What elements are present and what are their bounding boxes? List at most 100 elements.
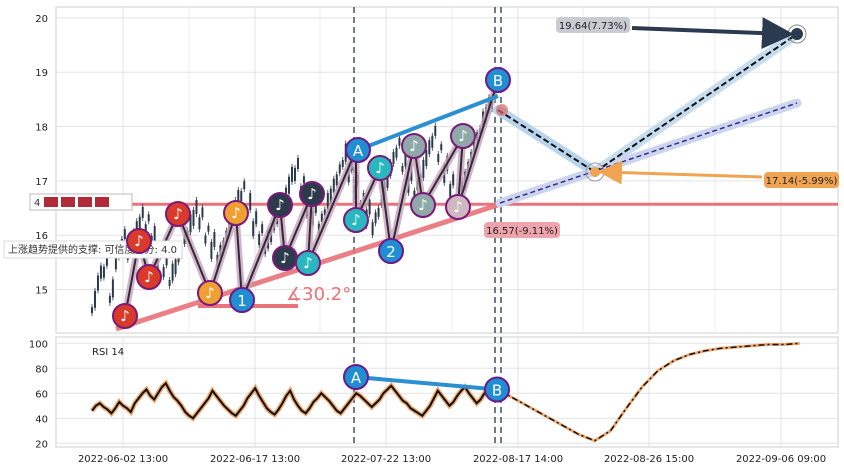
candle-body: [437, 154, 440, 163]
note-icon-circle: [401, 133, 427, 159]
price-y-tick: 15: [35, 286, 48, 297]
candle-body: [452, 174, 455, 186]
candle-body: [123, 229, 126, 240]
score-badge-icon: [61, 197, 75, 207]
candle-body: [341, 159, 344, 167]
candle-body: [240, 191, 243, 202]
x-tick-label: 2022-07-22 13:00: [341, 454, 431, 465]
candle-body: [249, 193, 252, 211]
rsi-y-tick: 20: [35, 439, 48, 450]
support-label: 上涨趋势提供的支撑: 可信度评分: 4.0: [8, 243, 177, 256]
candle-body: [335, 174, 338, 186]
candle-body: [96, 275, 99, 291]
candle-body: [386, 171, 389, 188]
note-icon: ♪: [231, 204, 241, 222]
candle-body: [288, 176, 291, 194]
candle-body: [105, 256, 108, 266]
note-icon-circle: [295, 250, 321, 276]
note-icon-circle: [367, 155, 393, 181]
candle-body: [153, 226, 156, 243]
score-badge-icon: [95, 197, 109, 207]
candle-body: [111, 279, 114, 298]
candle-body: [374, 212, 377, 224]
note-icon: ♪: [205, 284, 215, 302]
candle-body: [213, 232, 216, 248]
ab-upper-line: [357, 94, 499, 152]
note-icon-circle: [223, 200, 249, 226]
candle-body: [258, 234, 261, 246]
target-down-label: 16.57(-9.11%): [486, 226, 558, 237]
candle-body: [285, 187, 288, 194]
candle-body: [210, 241, 213, 259]
rsi-point-a-circle: [343, 364, 369, 390]
candle-body: [252, 221, 255, 237]
candle-body: [314, 200, 317, 213]
pattern-point-b: B: [493, 72, 503, 90]
note-icon: ♪: [458, 127, 468, 145]
note-icon-circle: [112, 303, 138, 329]
note-icon-circle: [343, 207, 369, 233]
candle-body: [296, 157, 299, 169]
rsi-point-b-circle: [484, 376, 510, 403]
rsi-point-b: B: [492, 382, 502, 400]
wave-point-1: 1: [237, 292, 247, 310]
target-up-label-box: [556, 17, 630, 33]
rsi-y-tick: 40: [35, 414, 48, 425]
candle-body: [395, 147, 398, 158]
pivot-dot: [590, 167, 600, 177]
x-tick-label: 2022-08-26 15:00: [604, 454, 694, 465]
candle-body: [138, 216, 141, 230]
price-y-tick: 20: [35, 14, 48, 25]
candle-body: [320, 213, 323, 222]
candle-body: [168, 280, 171, 287]
candle-body: [425, 150, 428, 167]
note-icon: ♪: [120, 307, 130, 325]
candle-body: [147, 214, 150, 222]
candle-body: [243, 181, 246, 190]
x-tick-label: 2022-08-17 14:00: [473, 454, 563, 465]
price-y-tick: 17: [35, 177, 48, 188]
pattern-point-b-circle: [485, 67, 511, 93]
candle-body: [114, 253, 117, 270]
price-y-tick: 16: [35, 231, 48, 242]
note-icon-circle: [126, 228, 152, 254]
candle-body: [371, 222, 374, 236]
rsi-y-tick: 100: [29, 339, 48, 350]
candle-body: [183, 235, 186, 245]
candle-body: [91, 307, 93, 314]
note-icon: ♪: [307, 185, 317, 203]
note-icon-circle: [299, 181, 325, 207]
candle-body: [392, 152, 395, 165]
candle-body: [332, 178, 335, 192]
x-tick-label: 2022-09-06 09:00: [736, 454, 826, 465]
note-icon-circle: [450, 123, 476, 149]
candle-body: [261, 224, 264, 234]
wave-point-2: 2: [386, 243, 396, 261]
rsi-panel-frame: [55, 336, 839, 448]
candle-body: [93, 290, 96, 308]
target-up-label: 19.64(7.73%): [559, 21, 627, 32]
candle-body: [204, 235, 207, 244]
rsi-y-tick: 60: [35, 389, 48, 400]
candle-body: [434, 125, 437, 136]
candle-body: [293, 167, 296, 181]
note-icon-circle: [165, 201, 191, 227]
candle-body: [102, 266, 105, 278]
candle-body: [410, 167, 413, 181]
candle-body: [431, 135, 434, 148]
candle-body: [368, 199, 371, 215]
candle-body: [449, 184, 452, 198]
projection-down-dashed: [497, 109, 596, 173]
rsi-divergence-line: [355, 375, 498, 392]
candle-body: [237, 190, 240, 203]
target-down-label-box: [484, 222, 560, 238]
note-icon: ♪: [144, 268, 154, 286]
candle-body: [428, 140, 431, 155]
target-dot-up: [791, 28, 803, 40]
candle-body: [192, 209, 195, 226]
candle-body: [323, 209, 326, 216]
target-mid-label: 17.14(-5.99%): [766, 176, 838, 187]
note-icon-circle: [197, 280, 223, 306]
score-badge-icon: [78, 197, 92, 207]
